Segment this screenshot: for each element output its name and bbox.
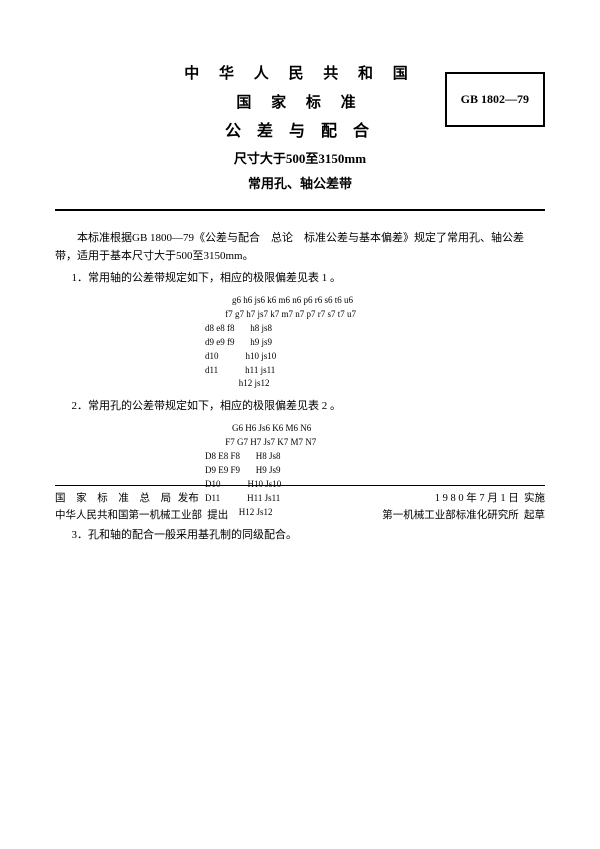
publisher-name: 国 家 标 准 总 局 [55,493,175,504]
drafter-name: 第一机械工业部标准化研究所 [382,510,519,521]
publisher-action: 发布 [178,493,199,504]
section-3: 3．孔和轴的配合一般采用基孔制的同级配合。 [55,526,545,545]
proposer-action: 提出 [207,510,228,521]
drafter-action: 起草 [524,510,545,521]
footer-row-2: 中华人民共和国第一机械工业部 提出 第一机械工业部标准化研究所 起草 [55,508,545,525]
standard-code-box: GB 1802—79 [445,72,545,127]
date-line: 1 9 8 0 年 7 月 1 日 实施 [435,491,545,508]
proposer-name: 中华人民共和国第一机械工业部 [55,510,202,521]
proposer-line: 中华人民共和国第一机械工业部 提出 [55,508,228,525]
publisher-line: 国 家 标 准 总 局 发布 [55,491,199,508]
subtitle-1: 尺寸大于500至3150mm [55,147,545,172]
intro-paragraph: 本标准根据GB 1800—79《公差与配合 总论 标准公差与基本偏差》规定了常用… [55,229,545,266]
footer-row-1: 国 家 标 准 总 局 发布 1 9 8 0 年 7 月 1 日 实施 [55,491,545,508]
header-rule [55,209,545,211]
tolerance-grid-shaft: g6 h6 js6 k6 m6 n6 p6 r6 s6 t6 u6 f7 g7 … [55,294,545,392]
subtitle-2: 常用孔、轴公差带 [55,172,545,197]
footer: 国 家 标 准 总 局 发布 1 9 8 0 年 7 月 1 日 实施 中华人民… [55,485,545,525]
implement-date: 1 9 8 0 年 7 月 1 日 [435,493,519,504]
section-1: 1．常用轴的公差带规定如下，相应的极限偏差见表 1 。 [55,269,545,288]
drafter-line: 第一机械工业部标准化研究所 起草 [382,508,545,525]
header-block: 中 华 人 民 共 和 国 国 家 标 准 公 差 与 配 合 尺寸大于500至… [55,60,545,211]
section-2: 2．常用孔的公差带规定如下，相应的极限偏差见表 2 。 [55,397,545,416]
standard-code: GB 1802—79 [461,92,529,106]
footer-rule [55,485,545,486]
page: 中 华 人 民 共 和 国 国 家 标 准 公 差 与 配 合 尺寸大于500至… [0,0,600,584]
implement-label: 实施 [524,493,545,504]
